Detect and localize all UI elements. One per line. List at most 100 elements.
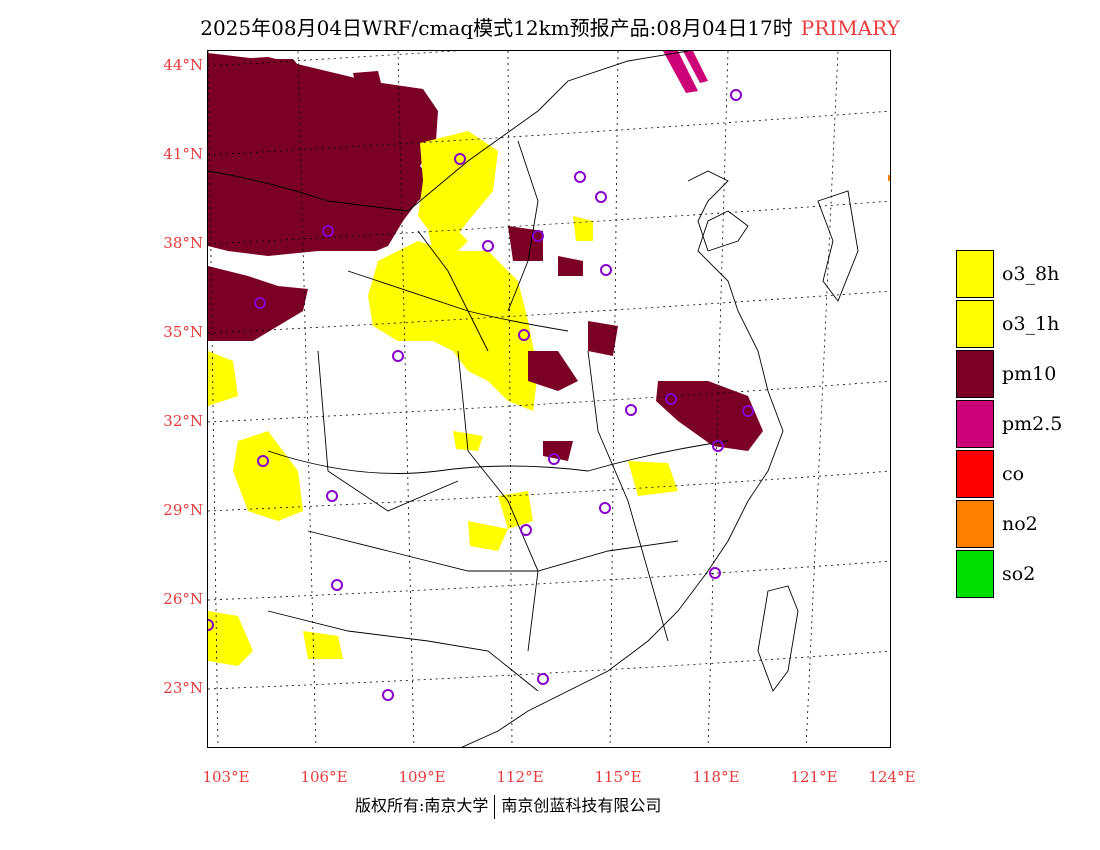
o3-area-hubei [453,431,483,451]
gridline-lon-115 [609,51,619,747]
legend-label: pm2.5 [1002,413,1063,435]
no2-area-east-edge [888,175,890,181]
province-line-4 [307,530,679,572]
gridline-lat-26 [208,560,890,601]
pm25-area-northeast-2 [683,51,708,83]
gridline-lon-103 [208,51,219,747]
legend-swatch-no2 [956,500,994,548]
gridline-lon-121 [805,51,839,747]
station-marker [665,393,677,405]
station-marker [537,673,549,685]
lon-label-118: 118°E [692,768,740,786]
lon-label-103: 103°E [202,768,250,786]
forecast-map [208,51,890,747]
lon-label-115: 115°E [594,768,642,786]
footer-right: 南京创蓝科技有限公司 [501,796,662,815]
lat-label-29: 29°N [163,501,203,519]
o3-area-central [368,241,538,411]
legend-label: pm10 [1002,363,1057,385]
lat-label-38: 38°N [163,234,203,252]
gridline-lon-118 [707,51,729,747]
o3-area-hunan [498,491,533,529]
legend-label: o3_8h [1002,263,1060,285]
coastline-bohai [687,170,729,252]
legend-swatch-pm25 [956,400,994,448]
o3-area-shandong [573,216,593,241]
gridline-lon-112 [507,51,513,747]
pm10-area-top-left [208,53,303,79]
pm25-area-northeast [663,51,698,93]
coastline-korea [817,190,859,302]
pm10-area-mongolia [208,57,438,256]
province-line-5 [267,610,539,692]
title-main: 2025年08月04日WRF/cmaq模式12km预报产品:08月04日17时 [200,16,793,40]
o3-area-northcentral [418,131,498,241]
province-line-7 [417,230,489,352]
province-line-3 [587,350,669,642]
gridline-lat-38 [208,200,890,245]
pm10-area-shanxi [508,226,543,261]
o3-regions [208,131,678,666]
station-marker [595,191,607,203]
footer-separator [494,794,496,819]
station-marker [392,350,404,362]
station-marker [709,567,721,579]
gridline-lat-44 [208,51,460,67]
o3-area-south1 [468,521,508,551]
map-title: 2025年08月04日WRF/cmaq模式12km预报产品:08月04日17时 P… [0,12,1100,41]
lon-label-109: 109°E [398,768,446,786]
station-marker [712,440,724,452]
o3-area-shanxi [428,226,468,256]
no2-spots [888,175,890,181]
station-marker [625,404,637,416]
lon-label-106: 106°E [300,768,348,786]
gridline-lon-109 [397,51,415,747]
pm10-area-anhui [588,321,618,356]
station-marker [548,453,560,465]
pm10-area-west [208,266,308,341]
graticule [208,51,890,747]
legend-swatch-o3-1h [956,300,994,348]
lat-label-44: 44°N [163,56,203,74]
pm10-area-jiangsu [656,381,763,451]
station-marker [482,240,494,252]
station-marker [600,264,612,276]
legend-swatch-o3-8h [956,250,994,298]
station-marker [326,490,338,502]
lat-label-26: 26°N [163,590,203,608]
station-marker [382,689,394,701]
station-marker [520,524,532,536]
pm10-area-top-mid [353,71,383,96]
coastline-east [461,210,784,747]
station-marker [730,89,742,101]
pm25-spots [663,51,708,93]
legend-label: no2 [1002,513,1038,535]
o3-area-southwest [208,611,253,666]
station-marker [208,619,214,631]
pm10-area-hebei [558,256,583,276]
o3-area-west2 [208,351,238,406]
station-marker [322,225,334,237]
legend-swatch-co [956,450,994,498]
o3-area-east [628,461,678,496]
pm10-area-henan [528,351,578,391]
o3-area-guizhou [303,631,343,659]
national-border-north [208,51,689,212]
title-primary-tag: PRIMARY [800,16,900,40]
province-line-2 [457,350,539,652]
province-line-1 [317,350,459,512]
lat-label-32: 32°N [163,412,203,430]
province-yangtze [267,440,729,474]
station-marker [574,171,586,183]
legend-label: co [1002,463,1025,485]
lon-label-121: 121°E [790,768,838,786]
boundaries [208,51,859,747]
gridline-lat-32 [208,380,890,423]
station-marker [454,153,466,165]
taiwan-outline [757,585,799,692]
station-marker [254,297,266,309]
gridline-lat-35 [208,290,890,334]
lat-label-35: 35°N [163,323,203,341]
province-line-6 [507,140,539,312]
map-panel [207,50,891,748]
